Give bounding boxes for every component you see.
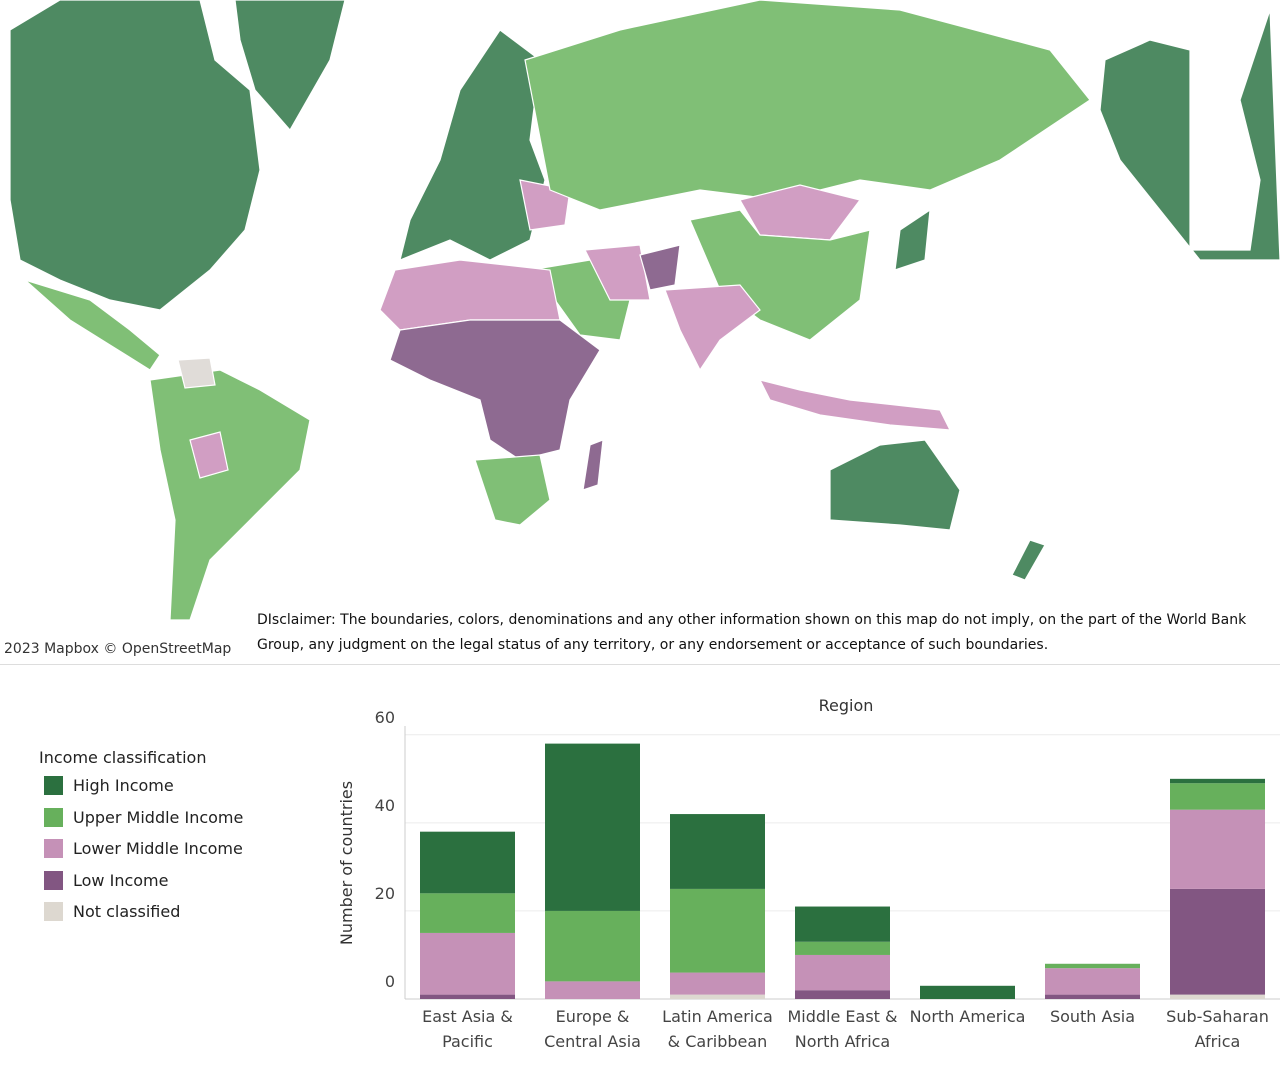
legend-item: High Income [44, 776, 174, 795]
bar-segment [920, 985, 1015, 999]
bar-segment [1170, 994, 1265, 999]
bar-segment [1045, 963, 1140, 969]
central-africa [389, 319, 601, 461]
alaska [1099, 9, 1280, 261]
bar-segment [1170, 783, 1265, 810]
southeast-asia [758, 379, 952, 431]
bar-segment [420, 994, 515, 999]
legend-label: Not classified [73, 902, 181, 921]
legend-swatch [44, 807, 63, 827]
bar-segment [420, 831, 515, 894]
bolivia [189, 431, 229, 479]
legend-item: Lower Middle Income [44, 839, 243, 858]
x-tick-label: Middle East & North Africa [787, 1007, 898, 1051]
bar-segment [545, 743, 640, 911]
bar-chart: Region Number of countries Income classi… [39, 696, 1280, 1000]
map-attribution: 2023 Mapbox © OpenStreetMap [0, 639, 236, 659]
legend-item: Low Income [44, 870, 169, 890]
legend-title: Income classification [39, 748, 206, 767]
bar-segment [670, 972, 765, 995]
new-zealand [1011, 539, 1046, 581]
mexico [24, 279, 161, 371]
x-tick-label: Sub-Saharan Africa [1166, 1007, 1269, 1051]
legend-swatch [44, 839, 63, 858]
x-tick-label: Latin America & Caribbean [662, 1007, 773, 1051]
bar-segment [545, 981, 640, 999]
y-axis-title: Number of countries [337, 781, 356, 945]
y-tick-label: 0 [385, 972, 395, 991]
bar-segment [670, 888, 765, 973]
legend-swatch [44, 776, 63, 795]
bar-segment [1170, 809, 1265, 889]
bar-segment [795, 990, 890, 999]
greenland [234, 0, 346, 132]
north-america [9, 0, 261, 311]
separator [0, 664, 1280, 665]
world-map [9, 0, 1280, 621]
x-tick-label: Europe & Central Asia [544, 1007, 641, 1051]
southern-africa [474, 454, 551, 526]
iran [584, 244, 651, 301]
bar-segment [1170, 888, 1265, 995]
bar-segment [670, 814, 765, 889]
japan [894, 208, 931, 271]
venezuela [177, 357, 216, 389]
bar-segment [1045, 994, 1140, 999]
x-tick-label: North America [909, 1007, 1026, 1026]
legend-item: Upper Middle Income [44, 807, 244, 827]
x-tick-label: East Asia & Pacific [422, 1007, 513, 1051]
legend-swatch [44, 870, 63, 890]
bar-segment [670, 994, 765, 999]
mongolia [739, 184, 862, 241]
russia [524, 0, 1091, 211]
chart-title: Region [819, 696, 874, 715]
bar-segment [420, 932, 515, 995]
bar-segment [545, 910, 640, 982]
legend-label: Upper Middle Income [73, 807, 244, 827]
india [664, 284, 761, 372]
bar-segment [795, 954, 890, 991]
y-tick-label: 40 [375, 796, 395, 815]
map-disclaimer: DIsclaimer: The boundaries, colors, deno… [257, 612, 1247, 653]
europe [399, 29, 546, 261]
legend-label: High Income [73, 776, 174, 795]
x-tick-label: South Asia [1049, 1007, 1136, 1026]
madagascar [582, 439, 604, 491]
bar-segment [1045, 968, 1140, 995]
australia [829, 439, 961, 531]
y-tick-label: 60 [375, 708, 395, 727]
legend-item: Not classified [44, 902, 180, 921]
legend-swatch [44, 902, 63, 921]
bar-segment [1170, 778, 1265, 784]
south-america [149, 369, 311, 621]
bar-segment [795, 906, 890, 942]
y-tick-label: 20 [375, 884, 395, 903]
bar-segment [420, 893, 515, 933]
legend-label: Low Income [73, 870, 169, 890]
legend-label: Lower Middle Income [73, 839, 243, 858]
afghanistan [639, 244, 681, 291]
bar-segment [795, 941, 890, 955]
